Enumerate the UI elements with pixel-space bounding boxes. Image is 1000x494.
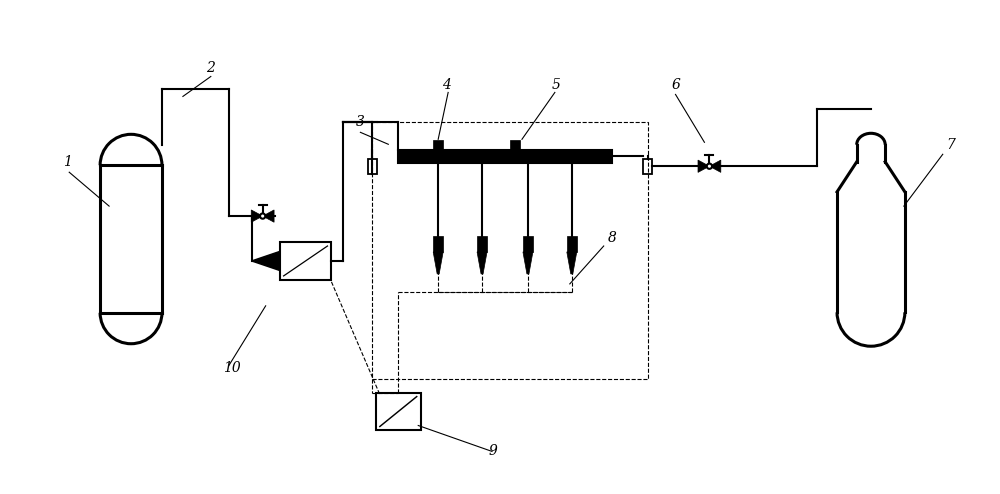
Text: 8: 8	[608, 231, 617, 245]
Polygon shape	[477, 252, 487, 274]
Text: 3: 3	[355, 115, 364, 129]
Polygon shape	[433, 252, 443, 274]
Text: 10: 10	[223, 361, 241, 374]
Bar	[523, 236, 533, 252]
Bar	[477, 236, 487, 252]
Text: 9: 9	[488, 445, 497, 458]
Text: 5: 5	[552, 79, 561, 92]
Text: 4: 4	[442, 79, 451, 92]
Bar	[433, 236, 443, 252]
Bar	[376, 393, 421, 430]
Bar	[280, 242, 331, 280]
Bar	[567, 236, 577, 252]
Bar	[398, 150, 612, 163]
Polygon shape	[251, 210, 263, 222]
Text: 2: 2	[206, 61, 215, 76]
Bar	[372, 123, 648, 378]
Polygon shape	[698, 160, 709, 172]
Bar	[510, 140, 520, 150]
Polygon shape	[567, 252, 577, 274]
Text: 7: 7	[947, 138, 956, 152]
Bar	[643, 159, 652, 174]
Polygon shape	[709, 160, 721, 172]
Text: 1: 1	[63, 155, 72, 169]
Circle shape	[707, 164, 712, 169]
Bar	[433, 140, 443, 150]
Polygon shape	[523, 252, 533, 274]
Polygon shape	[263, 210, 274, 222]
Circle shape	[260, 213, 265, 219]
Text: 6: 6	[672, 79, 680, 92]
Bar	[368, 159, 377, 174]
Polygon shape	[252, 251, 280, 270]
